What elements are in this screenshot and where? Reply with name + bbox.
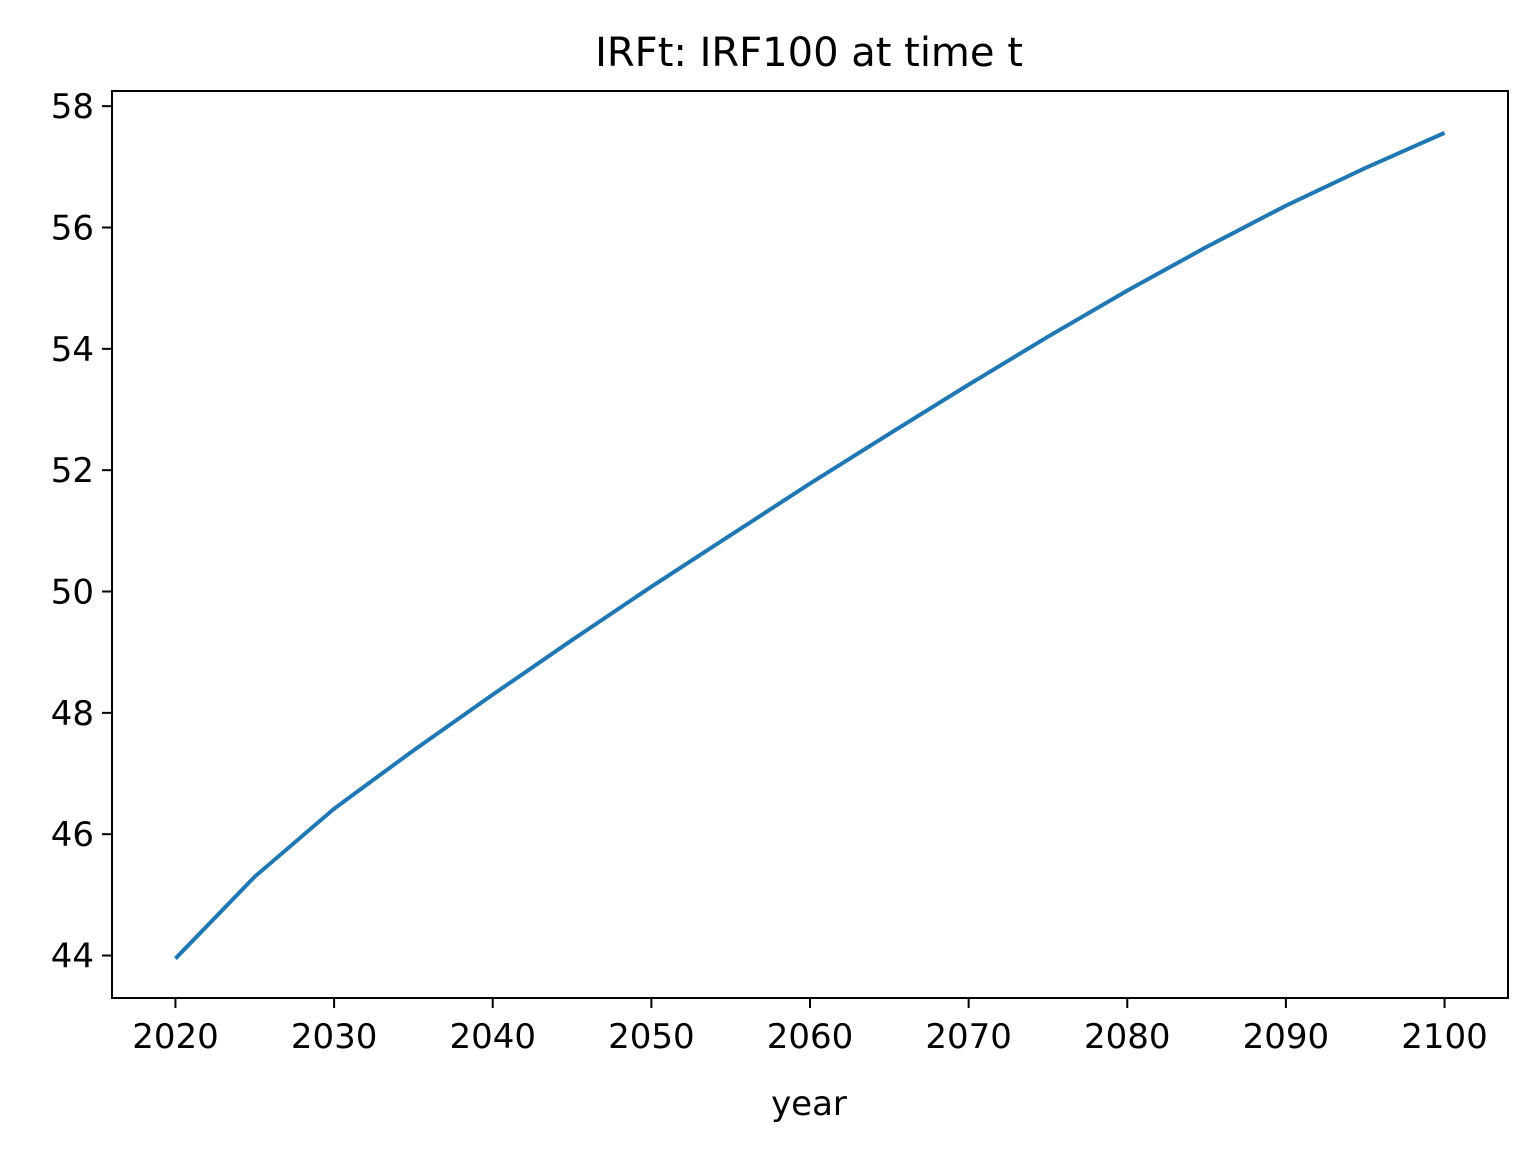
x-tick-label: 2090 (1243, 1017, 1330, 1057)
y-tick-label: 46 (51, 815, 94, 855)
x-tick-label: 2100 (1401, 1017, 1488, 1057)
x-axis-label: year (771, 1084, 847, 1124)
y-tick-label: 50 (51, 573, 94, 613)
chart-title: IRFt: IRF100 at time t (595, 30, 1023, 76)
x-tick-label: 2020 (132, 1017, 219, 1057)
y-axis-ticks: 44 46 48 50 52 54 56 58 (51, 87, 112, 977)
y-tick-label: 58 (51, 87, 94, 127)
y-tick-label: 52 (51, 451, 94, 491)
x-tick-label: 2070 (925, 1017, 1012, 1057)
y-tick-label: 48 (51, 694, 94, 734)
x-tick-label: 2050 (608, 1017, 695, 1057)
x-tick-label: 2080 (1084, 1017, 1171, 1057)
series-line-0 (174, 131, 1446, 960)
x-axis-ticks: 2020 2030 2040 2050 2060 2070 2080 2090 2100 (132, 998, 1488, 1057)
series-layer (174, 131, 1446, 960)
x-tick-label: 2030 (291, 1017, 378, 1057)
y-tick-label: 54 (51, 330, 94, 370)
y-tick-label: 44 (51, 937, 94, 977)
x-tick-label: 2060 (767, 1017, 854, 1057)
y-tick-label: 56 (51, 209, 94, 249)
x-tick-label: 2040 (449, 1017, 536, 1057)
